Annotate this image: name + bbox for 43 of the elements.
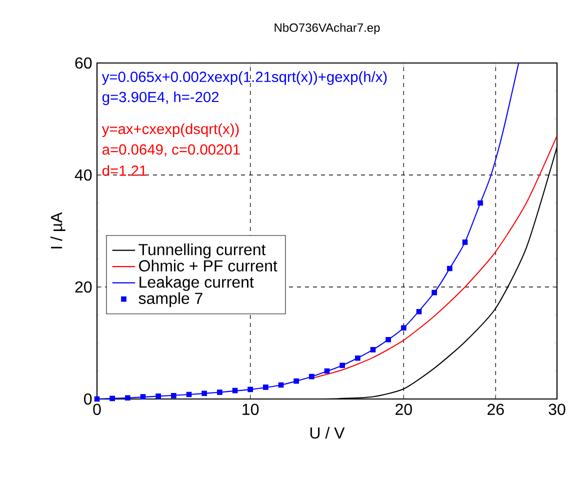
point — [386, 336, 392, 342]
y-tick-label: 40 — [74, 169, 92, 181]
annotation: y=ax+cxexp(dsqrt(x)) — [102, 123, 239, 138]
point — [340, 362, 346, 368]
point — [354, 355, 360, 361]
point — [294, 378, 299, 384]
point — [217, 390, 222, 395]
point — [232, 388, 238, 394]
point — [171, 392, 176, 398]
point — [156, 394, 162, 399]
annotation: y=0.065x+0.002xexp(1.21sqrt(x))+gexp(h/x) — [102, 71, 387, 85]
y-axis-title: I / µA — [50, 212, 66, 248]
x-tick-label: 10 — [242, 404, 259, 416]
point — [432, 290, 438, 296]
point — [308, 374, 314, 380]
point — [262, 384, 268, 390]
y-tick-label: 60 — [75, 57, 92, 69]
y-tick-label: 0 — [84, 393, 92, 405]
y-tick-label: 20 — [75, 281, 92, 293]
point — [416, 308, 422, 314]
x-tick-label: 20 — [396, 404, 412, 416]
x-tick-label: 0 — [93, 404, 101, 416]
x-axis-title: U / V — [310, 426, 345, 439]
legend-label: Tunnelling current — [138, 243, 266, 258]
annotation: a=0.0649, c=0.00201 — [102, 144, 240, 156]
point — [202, 390, 208, 396]
x-tick-label: 30 — [548, 404, 566, 416]
legend-label: Ohmic + PF current — [139, 260, 278, 272]
point — [400, 325, 406, 331]
point — [248, 386, 254, 392]
point — [370, 347, 376, 352]
chart-title: NbO736VAchar7.ep — [274, 23, 380, 34]
annotation: g=3.90E4, h=-202 — [102, 91, 219, 106]
annotation: d=1.21 — [102, 165, 146, 176]
point — [110, 396, 116, 402]
point — [140, 394, 146, 400]
point — [478, 200, 483, 206]
x-tick-label: 26 — [488, 404, 504, 416]
legend-label: sample 7 — [138, 292, 202, 308]
point — [446, 266, 452, 272]
point — [462, 240, 468, 245]
point — [125, 395, 130, 401]
legend-label: Leakage current — [140, 276, 254, 291]
